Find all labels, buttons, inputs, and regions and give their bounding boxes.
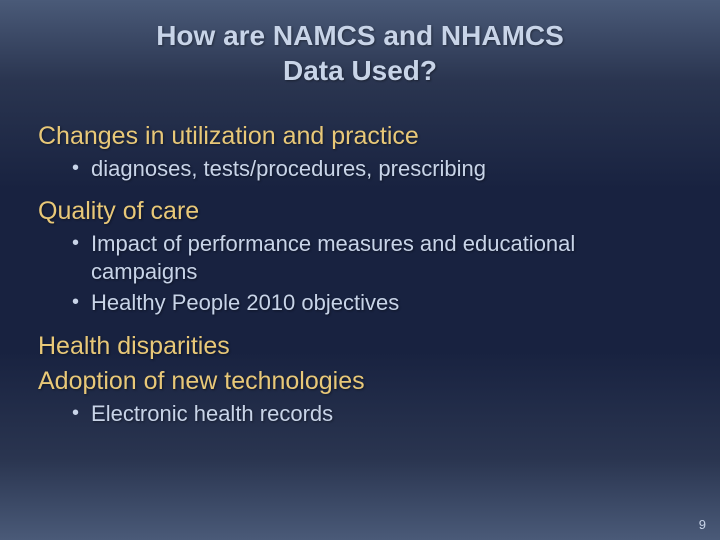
list-item: • Healthy People 2010 objectives — [72, 289, 682, 317]
bullet-list: • diagnoses, tests/procedures, prescribi… — [72, 155, 682, 183]
list-item: • Electronic health records — [72, 400, 682, 428]
bullet-text: diagnoses, tests/procedures, prescribing — [91, 155, 486, 183]
bullet-icon: • — [72, 230, 79, 256]
bullet-list: • Electronic health records — [72, 400, 682, 428]
bullet-icon: • — [72, 155, 79, 181]
bullet-icon: • — [72, 289, 79, 315]
section-heading: Adoption of new technologies — [38, 367, 682, 396]
bullet-list: • Impact of performance measures and edu… — [72, 230, 682, 317]
bullet-text: Electronic health records — [91, 400, 333, 428]
section-heading: Health disparities — [38, 332, 682, 361]
section-heading: Changes in utilization and practice — [38, 122, 682, 151]
bullet-icon: • — [72, 400, 79, 426]
slide: How are NAMCS and NHAMCS Data Used? Chan… — [0, 0, 720, 540]
slide-title: How are NAMCS and NHAMCS Data Used? — [38, 18, 682, 88]
list-item: • diagnoses, tests/procedures, prescribi… — [72, 155, 682, 183]
section-heading: Quality of care — [38, 197, 682, 226]
title-line-2: Data Used? — [283, 55, 437, 86]
bullet-text: Impact of performance measures and educa… — [91, 230, 682, 286]
list-item: • Impact of performance measures and edu… — [72, 230, 682, 286]
title-line-1: How are NAMCS and NHAMCS — [156, 20, 564, 51]
bullet-text: Healthy People 2010 objectives — [91, 289, 399, 317]
page-number: 9 — [699, 517, 706, 532]
